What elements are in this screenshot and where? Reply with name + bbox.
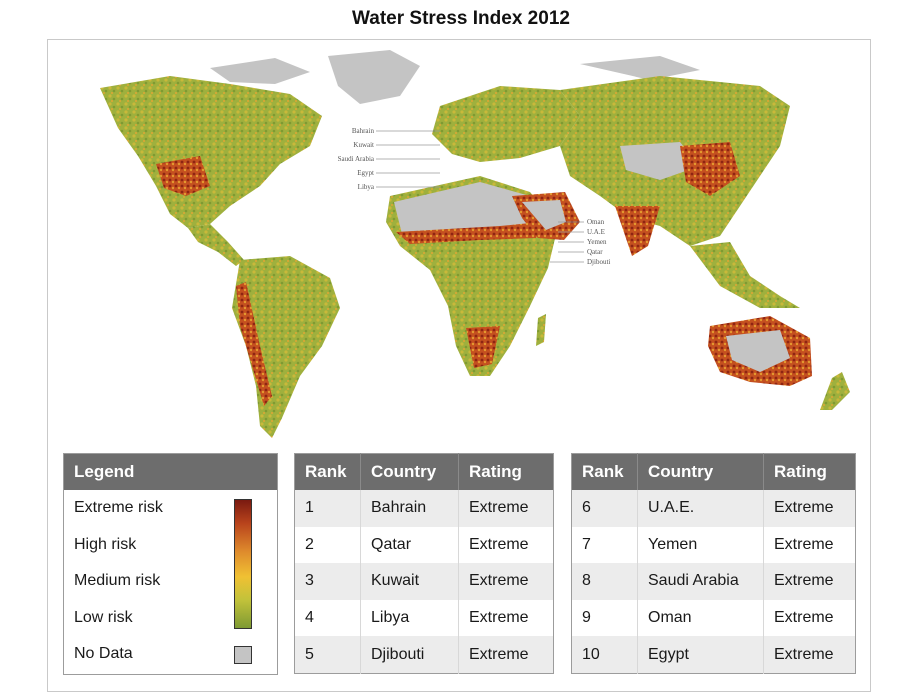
table-row: 3 Kuwait Extreme <box>294 563 554 600</box>
south-america <box>232 256 340 438</box>
rank-cell: 3 <box>294 563 361 600</box>
ranking-table-2: Rank Country Rating 6 U.A.E. Extreme 7 Y… <box>571 453 856 674</box>
rank-cell: 6 <box>571 490 638 527</box>
rank-cell: 7 <box>571 526 638 564</box>
legend-low-risk: Low risk <box>74 608 133 626</box>
rating-cell: Extreme <box>763 526 856 564</box>
sahel-hotspot <box>396 222 540 244</box>
country-cell: Saudi Arabia <box>637 563 764 600</box>
rating-cell: Extreme <box>458 599 554 637</box>
col-country: Country <box>637 453 764 490</box>
legend-no-data: No Data <box>74 645 133 663</box>
map-labels-right: Oman U.A.E Yemen Qatar Djibouti <box>550 218 610 266</box>
table-row: 7 Yemen Extreme <box>571 526 856 564</box>
legend-header: Legend <box>64 454 277 490</box>
rank-cell: 4 <box>294 599 361 637</box>
table-row: 5 Djibouti Extreme <box>294 636 554 674</box>
country-cell: Bahrain <box>360 490 459 527</box>
label-qatar: Qatar <box>587 248 603 256</box>
country-cell: Oman <box>637 599 764 637</box>
sahara-nodata <box>394 182 540 236</box>
rating-cell: Extreme <box>458 526 554 564</box>
asia-hotspot <box>680 142 740 196</box>
label-bahrain: Bahrain <box>352 127 375 135</box>
map-title: Water Stress Index 2012 <box>352 8 570 29</box>
ranking-table-1: Rank Country Rating 1 Bahrain Extreme 2 … <box>294 453 554 674</box>
label-oman: Oman <box>587 218 605 226</box>
table-row: 2 Qatar Extreme <box>294 526 554 564</box>
country-cell: Libya <box>360 599 459 637</box>
col-rank: Rank <box>571 453 638 490</box>
country-cell: Yemen <box>637 526 764 564</box>
arctic-islands-nodata <box>210 58 310 84</box>
us-southwest-hotspot <box>156 156 210 196</box>
label-uae: U.A.E <box>587 228 605 236</box>
rank-cell: 9 <box>571 599 638 637</box>
country-cell: U.A.E. <box>637 490 764 527</box>
label-djibouti: Djibouti <box>587 258 610 266</box>
rating-cell: Extreme <box>458 636 554 674</box>
rank-cell: 8 <box>571 563 638 600</box>
no-data-swatch <box>234 646 252 664</box>
arabia-nodata <box>522 200 566 230</box>
india <box>615 206 660 256</box>
siberia-nodata <box>580 56 700 80</box>
legend-extreme-risk: Extreme risk <box>74 499 163 516</box>
table-row: 1 Bahrain Extreme <box>294 490 554 527</box>
map-labels-left: Bahrain Kuwait Saudi Arabia Egypt Libya <box>338 127 440 191</box>
country-cell: Qatar <box>360 526 459 564</box>
label-yemen: Yemen <box>587 238 607 246</box>
rating-cell: Extreme <box>763 490 856 527</box>
country-cell: Egypt <box>637 636 764 674</box>
central-america <box>188 224 244 266</box>
rank-cell: 2 <box>294 526 361 564</box>
legend-high-risk: High risk <box>74 535 137 553</box>
table-row: 4 Libya Extreme <box>294 599 554 637</box>
rating-cell: Extreme <box>763 636 856 674</box>
southern-africa-hotspot <box>466 326 500 368</box>
north-america <box>100 76 322 228</box>
rank-cell: 10 <box>571 636 638 674</box>
rating-cell: Extreme <box>458 563 554 600</box>
rank-cell: 5 <box>294 636 361 674</box>
risk-color-scale <box>234 499 252 629</box>
country-cell: Djibouti <box>360 636 459 674</box>
country-cell: Kuwait <box>360 563 459 600</box>
rank-cell: 1 <box>294 490 361 527</box>
legend-panel: Legend Extreme risk High risk Medium ris… <box>63 453 278 675</box>
legend-medium-risk: Medium risk <box>74 572 161 590</box>
australia-nodata <box>726 330 790 372</box>
southeast-asia <box>690 242 800 308</box>
col-rating: Rating <box>458 453 554 490</box>
table-row: 6 U.A.E. Extreme <box>571 490 856 527</box>
rating-cell: Extreme <box>763 599 856 637</box>
label-saudi-arabia: Saudi Arabia <box>338 155 375 163</box>
greenland-nodata <box>328 50 420 104</box>
andes-hotspot <box>236 282 272 406</box>
world-map: Bahrain Kuwait Saudi Arabia Egypt Libya … <box>100 50 850 438</box>
label-egypt: Egypt <box>357 169 374 177</box>
madagascar <box>536 314 546 346</box>
new-zealand <box>820 372 850 410</box>
col-rating: Rating <box>763 453 856 490</box>
col-rank: Rank <box>294 453 361 490</box>
rating-cell: Extreme <box>763 563 856 600</box>
table-row: 8 Saudi Arabia Extreme <box>571 563 856 600</box>
asia-nodata <box>620 142 700 180</box>
label-kuwait: Kuwait <box>353 141 374 149</box>
europe <box>432 86 580 162</box>
col-country: Country <box>360 453 459 490</box>
label-libya: Libya <box>358 183 375 191</box>
rating-cell: Extreme <box>458 490 554 527</box>
table-row: 10 Egypt Extreme <box>571 636 856 674</box>
table-row: 9 Oman Extreme <box>571 599 856 637</box>
